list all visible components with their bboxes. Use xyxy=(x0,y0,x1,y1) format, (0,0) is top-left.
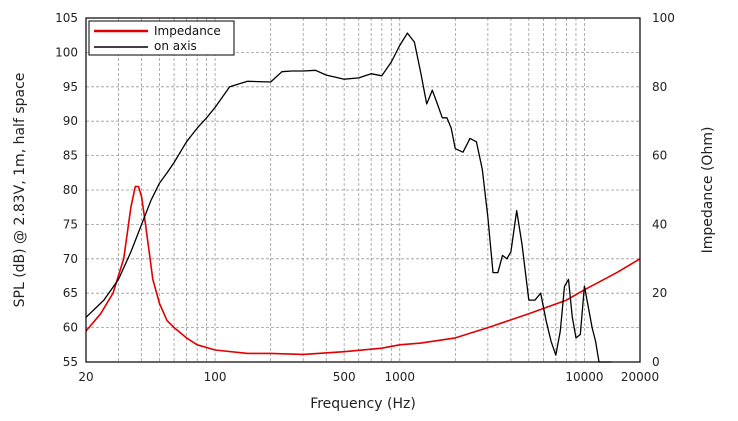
y-left-tick-label: 80 xyxy=(63,183,78,197)
y-left-tick-label: 65 xyxy=(63,286,78,300)
y-left-tick-label: 100 xyxy=(55,45,78,59)
y-right-tick-label: 80 xyxy=(652,80,667,94)
y-right-tick-label: 60 xyxy=(652,149,667,163)
y-right-tick-label: 0 xyxy=(652,355,660,369)
x-axis-title: Frequency (Hz) xyxy=(310,396,416,412)
y-left-axis-title: SPL (dB) @ 2.83V, 1m, half space xyxy=(12,73,28,308)
legend-box xyxy=(88,20,235,56)
x-tick-label: 20000 xyxy=(621,370,659,384)
x-tick-labels: 20 100 500 1000 10000 20000 xyxy=(78,370,659,384)
y-right-axis-title: Impedance (Ohm) xyxy=(700,127,716,254)
y-left-tick-labels: 55 60 65 70 75 80 85 90 95 100 105 xyxy=(55,11,78,369)
impedance-series-line xyxy=(85,185,641,356)
legend-label-on-axis: on axis xyxy=(154,39,197,53)
y-left-tick-label: 105 xyxy=(55,11,78,25)
y-right-tick-labels: 0 20 40 60 80 100 xyxy=(652,11,675,369)
y-left-tick-label: 70 xyxy=(63,252,78,266)
legend: Impedance on axis xyxy=(88,20,235,56)
series-layer xyxy=(85,32,641,363)
y-right-tick-label: 20 xyxy=(652,286,667,300)
plot-frame xyxy=(85,17,641,363)
x-tick-label: 10000 xyxy=(565,370,603,384)
y-left-tick-label: 85 xyxy=(63,149,78,163)
y-left-tick-label: 95 xyxy=(63,80,78,94)
y-left-tick-label: 60 xyxy=(63,321,78,335)
x-tick-label: 500 xyxy=(333,370,356,384)
x-tick-label: 100 xyxy=(204,370,227,384)
legend-label-impedance: Impedance xyxy=(154,24,221,38)
x-tick-label: 20 xyxy=(78,370,93,384)
x-tick-label: 1000 xyxy=(384,370,415,384)
y-left-tick-label: 75 xyxy=(63,217,78,231)
grid xyxy=(85,17,641,363)
y-left-tick-label: 90 xyxy=(63,114,78,128)
y-left-tick-label: 55 xyxy=(63,355,78,369)
y-right-tick-label: 100 xyxy=(652,11,675,25)
on-axis-series-line xyxy=(85,32,612,363)
y-right-tick-label: 40 xyxy=(652,217,667,231)
